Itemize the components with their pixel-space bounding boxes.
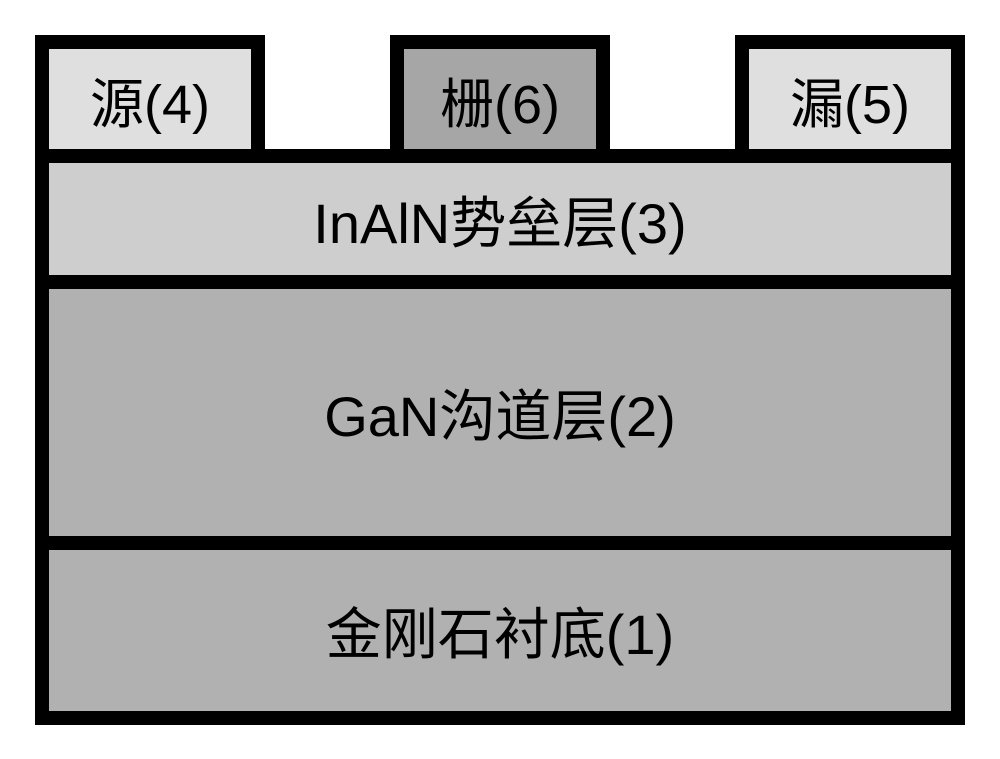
layer-diagram: 金刚石衬底(1) GaN沟道层(2) InAlN势垒层(3) 源(4) 栅(6)…: [35, 35, 965, 725]
substrate-label: 金刚石衬底(1): [326, 590, 674, 671]
substrate-layer: 金刚石衬底(1): [35, 536, 965, 725]
barrier-label: InAlN势垒层(3): [313, 179, 686, 260]
gate-label: 栅(6): [440, 60, 560, 139]
source-label: 源(4): [90, 60, 210, 139]
drain-label: 漏(5): [790, 60, 910, 139]
canvas: 金刚石衬底(1) GaN沟道层(2) InAlN势垒层(3) 源(4) 栅(6)…: [0, 0, 1000, 759]
gate-electrode: 栅(6): [390, 35, 610, 163]
channel-label: GaN沟道层(2): [324, 372, 676, 453]
barrier-layer: InAlN势垒层(3): [35, 149, 965, 289]
drain-electrode: 漏(5): [735, 35, 965, 163]
channel-layer: GaN沟道层(2): [35, 275, 965, 550]
source-electrode: 源(4): [35, 35, 265, 163]
